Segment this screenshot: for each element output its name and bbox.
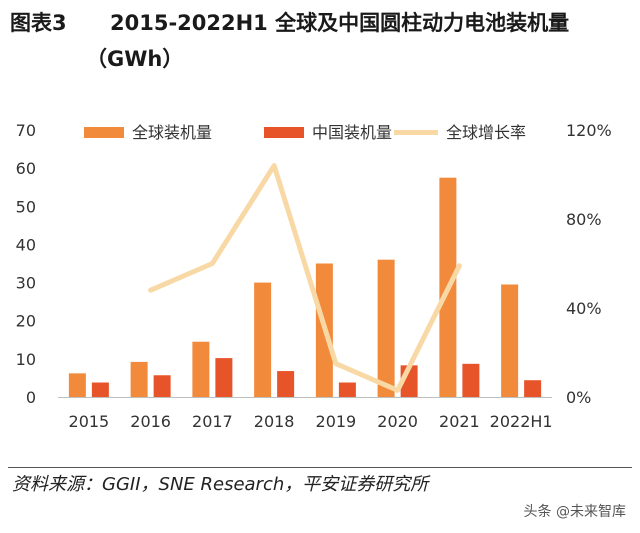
y-left-tick-label: 70 — [16, 121, 36, 140]
title-text: 2015-2022H1 全球及中国圆柱动力电池装机量 — [110, 11, 570, 35]
bar-china — [215, 358, 233, 397]
source-divider — [8, 467, 632, 468]
y-right-tick-label: 80% — [566, 210, 602, 229]
x-tick-label: 2019 — [316, 412, 357, 431]
y-left-tick-label: 30 — [16, 274, 36, 293]
bar-global — [377, 259, 395, 397]
y-right-tick-label: 120% — [566, 121, 612, 140]
y-left-tick-label: 20 — [16, 312, 36, 331]
bar-global — [254, 282, 272, 397]
chart-title: 图表3 2015-2022H1 全球及中国圆柱动力电池装机量 — [10, 8, 632, 38]
legend-swatch-global — [84, 127, 124, 138]
watermark: 头条 @未来智库 — [523, 504, 626, 520]
y-left-tick-label: 60 — [16, 159, 36, 178]
x-tick-label: 2020 — [377, 412, 418, 431]
bar-china — [153, 375, 171, 397]
bar-global — [501, 284, 519, 397]
source-note: 资料来源：GGII，SNE Research，平安证券研究所 — [12, 474, 429, 495]
bar-global — [130, 361, 148, 397]
x-tick-label: 2018 — [254, 412, 295, 431]
x-tick-label: 2022H1 — [490, 412, 553, 431]
x-tick-label: 2015 — [69, 412, 110, 431]
bar-china — [338, 382, 356, 397]
y-left-tick-label: 40 — [16, 235, 36, 254]
figure-label: 图表3 — [10, 11, 67, 35]
x-tick-label: 2017 — [192, 412, 233, 431]
y-right-tick-label: 40% — [566, 299, 602, 318]
legend-label: 全球增长率 — [446, 123, 526, 142]
bar-china — [524, 380, 542, 397]
legend-label: 中国装机量 — [312, 123, 392, 142]
legend-label: 全球装机量 — [132, 123, 212, 142]
y-left-tick-label: 50 — [16, 197, 36, 216]
bar-china — [462, 363, 480, 397]
title-unit: （GWh） — [86, 47, 184, 71]
line-growth — [148, 163, 462, 393]
y-left-tick-label: 10 — [16, 350, 36, 369]
bar-china — [277, 371, 295, 397]
x-tick-label: 2021 — [439, 412, 480, 431]
bar-global — [68, 373, 86, 397]
y-right-tick-label: 0% — [566, 388, 591, 407]
bar-global — [192, 341, 210, 397]
legend-swatch-china — [264, 127, 304, 138]
x-tick-label: 2016 — [130, 412, 171, 431]
y-left-tick-label: 0 — [26, 388, 36, 407]
combo-chart: 0 10 20 30 40 50 60 70 0% 40% 80% 120% 2015 2016 2017 2… — [16, 121, 612, 431]
bar-china — [91, 382, 109, 397]
